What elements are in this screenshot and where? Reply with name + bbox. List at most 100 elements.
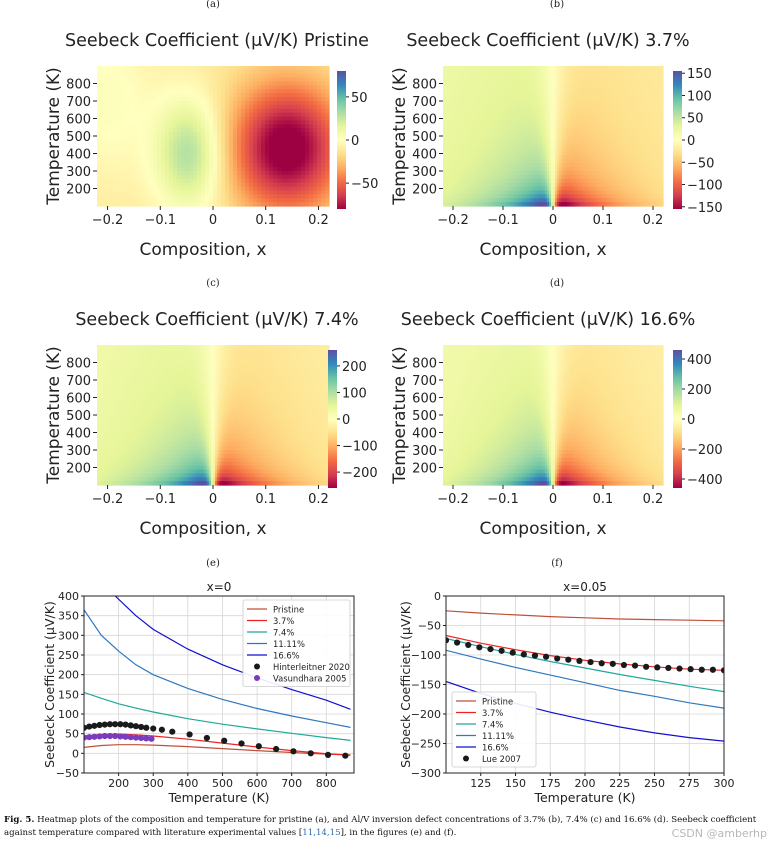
heatmap-cell [157, 171, 162, 176]
heatmap-cell [449, 198, 452, 203]
heatmap-cell [173, 171, 178, 176]
heatmap-cell [459, 163, 462, 168]
heatmap-cell [601, 101, 604, 106]
heatmap-cell [601, 139, 604, 145]
heatmap-cell [533, 101, 536, 106]
heatmap-cell [535, 120, 538, 125]
heatmap-cell [517, 163, 520, 168]
heatmap-cell [297, 112, 302, 118]
heatmap-cell [519, 101, 522, 106]
heatmap-cell [579, 93, 582, 98]
heatmap-cell [117, 194, 122, 199]
heatmap-cell [313, 147, 318, 153]
heatmap-cell [497, 101, 500, 106]
heatmap-cell [519, 155, 522, 160]
heatmap-cell [551, 143, 554, 149]
heatmap-cell [455, 116, 458, 122]
heatmap-cell [149, 198, 154, 203]
heatmap-cell [533, 167, 536, 172]
heatmap-cell [193, 174, 198, 180]
heatmap-cell [551, 66, 554, 71]
heatmap-cell [217, 190, 222, 195]
heatmap-cell [265, 85, 270, 90]
heatmap-cell [581, 66, 584, 71]
heatmap-cell [539, 85, 542, 90]
heatmap-cell [479, 174, 482, 180]
heatmap-cell [507, 147, 510, 153]
heatmap-cell [317, 89, 322, 94]
heatmap-cell [285, 163, 290, 168]
heatmap-cell [201, 116, 206, 122]
heatmap-cell [595, 97, 598, 102]
heatmap-cell [121, 171, 126, 176]
heatmap-cell [141, 171, 146, 176]
heatmap-cell [563, 101, 566, 106]
heatmap-cell [505, 108, 508, 114]
heatmap-cell [573, 69, 576, 75]
heatmap-cell [585, 194, 588, 199]
heatmap-cell [527, 151, 530, 157]
heatmap-cell [157, 104, 162, 110]
heatmap-cell [491, 77, 494, 83]
heatmap-cell [559, 69, 562, 75]
heatmap-cell [121, 202, 126, 207]
heatmap-cell [209, 85, 214, 90]
heatmap-cell [569, 120, 572, 125]
heatmap-cell [467, 147, 470, 153]
heatmap-cell [277, 167, 282, 172]
heatmap-cell [537, 104, 540, 110]
heatmap-cell [489, 93, 492, 98]
heatmap-cell [169, 198, 174, 203]
heatmap-cell [261, 198, 266, 203]
heatmap-cell [583, 124, 586, 129]
heatmap-cell [527, 163, 530, 168]
heatmap-cell [129, 89, 134, 94]
heatmap-cell [521, 116, 524, 122]
heatmap-cell [113, 139, 118, 145]
heatmap-cell [505, 178, 508, 184]
heatmap-cell [149, 171, 154, 176]
heatmap-cell [509, 120, 512, 125]
heatmap-cell [285, 186, 290, 192]
heatmap-cell [217, 159, 222, 164]
heatmap-cell [213, 178, 218, 184]
heatmap-cell [591, 163, 594, 168]
heatmap-cell [569, 202, 572, 207]
heatmap-cell [591, 136, 594, 141]
heatmap-cell [443, 104, 446, 110]
heatmap-cell [269, 155, 274, 160]
heatmap-cell [321, 128, 326, 133]
heatmap-cell [573, 97, 576, 102]
heatmap-cell [599, 182, 602, 188]
heatmap-cell [527, 143, 530, 149]
heatmap-cell [579, 73, 582, 79]
heatmap-cell [217, 178, 222, 184]
heatmap-cell [559, 73, 562, 79]
heatmap-cell [471, 139, 474, 145]
heatmap-cell [313, 174, 318, 180]
heatmap-cell [265, 190, 270, 195]
heatmap-cell [449, 139, 452, 145]
heatmap-cell [539, 159, 542, 164]
heatmap-cell [543, 124, 546, 129]
heatmap-cell [509, 128, 512, 133]
heatmap-cell [577, 136, 580, 141]
heatmap-cell [281, 143, 286, 149]
heatmap-cell [521, 101, 524, 106]
heatmap-cell [217, 155, 222, 160]
heatmap-cell [221, 202, 226, 207]
heatmap-cell [511, 136, 514, 141]
heatmap-cell [317, 108, 322, 114]
heatmap-cell [257, 151, 262, 157]
heatmap-cell [261, 194, 266, 199]
heatmap-cell [573, 104, 576, 110]
heatmap-cell [561, 186, 564, 192]
heatmap-cell [473, 128, 476, 133]
heatmap-cell [531, 69, 534, 75]
heatmap-cell [117, 151, 122, 157]
heatmap-cell [313, 101, 318, 106]
heatmap-cell [583, 143, 586, 149]
heatmap-cell [233, 69, 238, 75]
heatmap-cell [305, 116, 310, 122]
heatmap-cell [521, 174, 524, 180]
